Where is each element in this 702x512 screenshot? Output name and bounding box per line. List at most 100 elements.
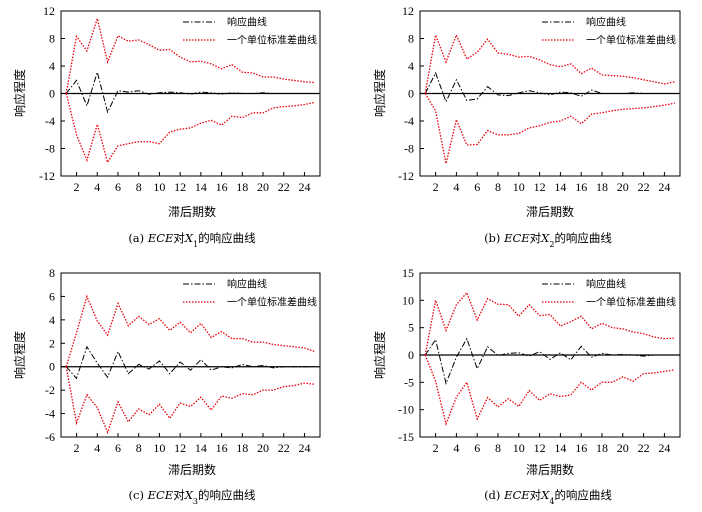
y-tick-label: 6 xyxy=(49,289,55,303)
chart-caption: (b) ECE对X2的响应曲线 xyxy=(484,231,612,249)
x-tick-label: 18 xyxy=(596,180,608,194)
response-curve xyxy=(65,345,315,380)
legend-label-response: 响应曲线 xyxy=(586,16,626,29)
x-tick-label: 14 xyxy=(554,441,566,455)
x-tick-label: 8 xyxy=(136,441,142,455)
chart-caption: (a) ECE对X1的响应曲线 xyxy=(128,231,256,249)
x-tick-label: 20 xyxy=(617,180,629,194)
x-tick-label: 2 xyxy=(74,180,80,194)
lower-band-curve xyxy=(65,366,315,435)
x-tick-label: 6 xyxy=(474,441,480,455)
y-tick-label: -4 xyxy=(45,407,55,421)
y-axis-label: 响应程度 xyxy=(372,331,387,379)
x-tick-label: 2 xyxy=(433,441,439,455)
x-tick-label: 18 xyxy=(236,441,248,455)
x-tick-label: 12 xyxy=(174,180,186,194)
y-tick-label: 0 xyxy=(408,348,414,362)
legend-label-band: 一个单位标准差曲线 xyxy=(227,296,317,309)
x-tick-label: 10 xyxy=(153,441,165,455)
y-tick-label: -6 xyxy=(45,430,55,444)
y-axis-label: 响应程度 xyxy=(372,69,387,117)
y-tick-label: 0 xyxy=(408,87,414,101)
legend-label-response: 响应曲线 xyxy=(227,16,267,29)
x-axis-label: 滞后期数 xyxy=(168,462,216,477)
upper-band-curve xyxy=(65,16,315,94)
x-tick-label: 4 xyxy=(453,180,459,194)
plot-frame xyxy=(60,272,321,438)
x-axis-label: 滞后期数 xyxy=(526,204,574,219)
y-tick-label: -15 xyxy=(398,430,414,444)
x-tick-label: 24 xyxy=(298,441,310,455)
y-tick-label: 4 xyxy=(408,59,414,73)
x-tick-label: 4 xyxy=(94,441,100,455)
x-tick-label: 14 xyxy=(195,180,207,194)
x-tick-label: 10 xyxy=(513,441,525,455)
x-tick-label: 6 xyxy=(115,180,121,194)
y-tick-label: 8 xyxy=(49,32,55,46)
y-tick-label: -8 xyxy=(404,142,414,156)
y-tick-label: -8 xyxy=(45,142,55,156)
x-tick-label: 16 xyxy=(575,441,587,455)
x-tick-label: 16 xyxy=(575,180,587,194)
y-tick-label: 0 xyxy=(49,360,55,374)
lower-band-curve xyxy=(65,93,315,164)
y-tick-label: 0 xyxy=(49,87,55,101)
y-tick-label: 8 xyxy=(49,266,55,280)
y-axis-label: 响应程度 xyxy=(12,69,27,117)
y-tick-label: 4 xyxy=(49,59,55,73)
legend-label-band: 一个单位标准差曲线 xyxy=(586,296,676,309)
chart-caption: (c) ECE对X3的响应曲线 xyxy=(129,488,256,506)
legend-label-response: 响应曲线 xyxy=(586,278,626,291)
response-curve xyxy=(424,71,675,104)
y-tick-label: 15 xyxy=(402,266,414,280)
x-tick-label: 22 xyxy=(638,441,650,455)
x-tick-label: 2 xyxy=(74,441,80,455)
x-axis-label: 滞后期数 xyxy=(168,204,216,219)
legend-label-response: 响应曲线 xyxy=(227,278,267,291)
x-tick-label: 12 xyxy=(534,441,546,455)
x-tick-label: 18 xyxy=(596,441,608,455)
y-tick-label: 2 xyxy=(49,336,55,350)
x-tick-label: 6 xyxy=(474,180,480,194)
x-tick-label: 20 xyxy=(257,441,269,455)
response-curve xyxy=(65,70,315,114)
y-tick-label: 10 xyxy=(402,293,414,307)
x-tick-label: 20 xyxy=(257,180,269,194)
x-tick-label: 4 xyxy=(453,441,459,455)
upper-band-curve xyxy=(65,294,316,367)
x-tick-label: 8 xyxy=(136,180,142,194)
legend-label-band: 一个单位标准差曲线 xyxy=(586,34,676,47)
x-tick-label: 22 xyxy=(278,441,290,455)
x-axis-label: 滞后期数 xyxy=(526,462,574,477)
y-tick-label: -12 xyxy=(39,169,55,183)
upper-band-curve xyxy=(424,32,675,94)
y-tick-label: 12 xyxy=(402,4,414,18)
y-tick-label: 8 xyxy=(408,32,414,46)
x-tick-label: 24 xyxy=(658,441,670,455)
x-tick-label: 4 xyxy=(94,180,100,194)
x-tick-label: 24 xyxy=(298,180,310,194)
x-tick-label: 10 xyxy=(513,180,525,194)
x-tick-label: 8 xyxy=(495,180,501,194)
x-tick-label: 16 xyxy=(216,180,228,194)
y-tick-label: 5 xyxy=(408,321,414,335)
x-tick-label: 20 xyxy=(617,441,629,455)
x-tick-label: 22 xyxy=(278,180,290,194)
y-tick-label: -4 xyxy=(404,114,414,128)
x-tick-label: 24 xyxy=(658,180,670,194)
x-tick-label: 2 xyxy=(433,180,439,194)
response-curve xyxy=(424,337,675,386)
x-tick-label: 12 xyxy=(534,180,546,194)
x-tick-label: 18 xyxy=(236,180,248,194)
chart-caption: (d) ECE对X4的响应曲线 xyxy=(484,488,612,506)
x-tick-label: 14 xyxy=(554,180,566,194)
x-tick-label: 8 xyxy=(495,441,501,455)
lower-band-curve xyxy=(424,93,675,164)
